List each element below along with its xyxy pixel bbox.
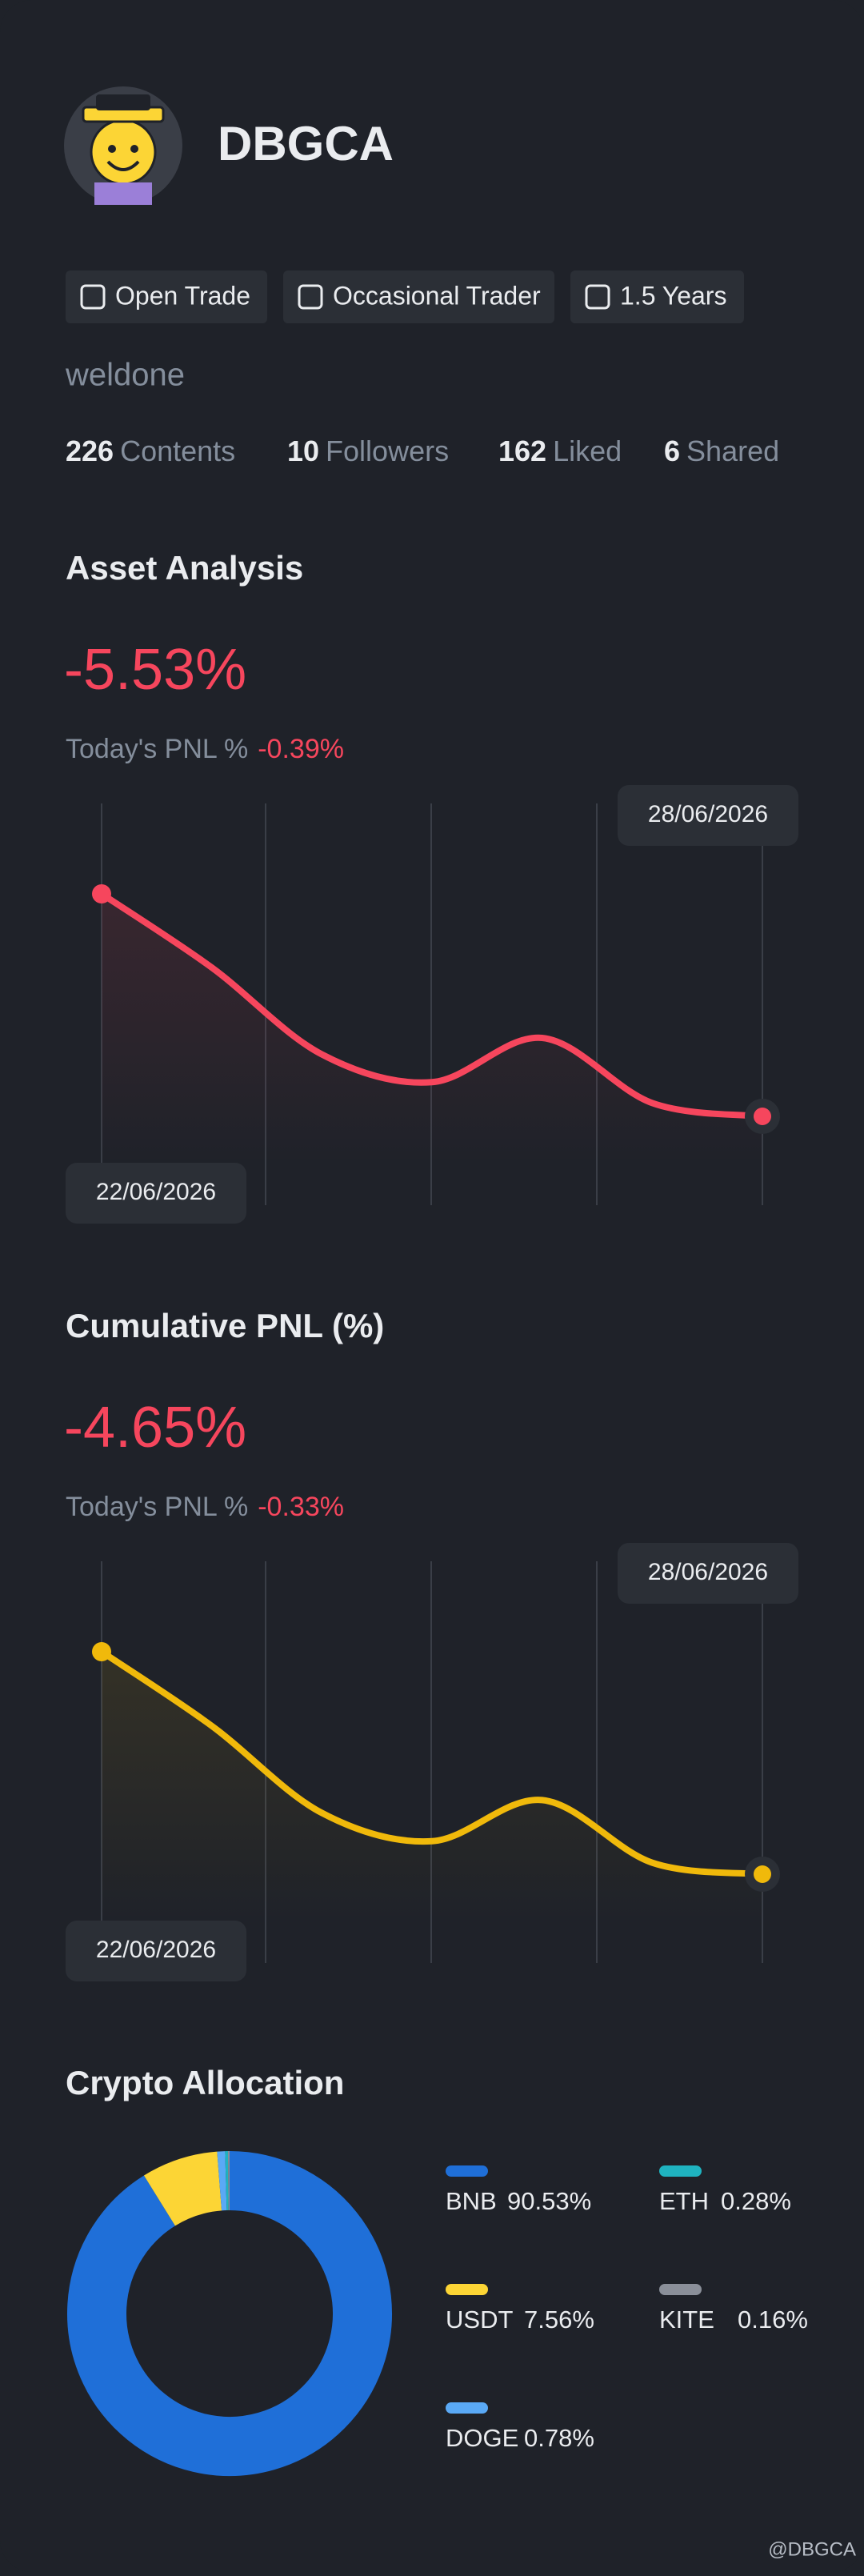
bio: weldone	[65, 358, 185, 393]
end-date: 28/06/2026	[648, 1559, 768, 1585]
stat-value: 162	[498, 435, 546, 467]
end-date: 28/06/2026	[648, 801, 768, 827]
legend-name: BNB	[446, 2187, 497, 2215]
tag-label: 1.5 Years	[620, 281, 726, 310]
tag-label: Occasional Trader	[333, 281, 541, 310]
start-date: 22/06/2026	[96, 1179, 216, 1205]
end-point	[754, 1108, 771, 1125]
stat-label: Contents	[120, 435, 235, 467]
stat-value: 10	[287, 435, 319, 467]
legend-value: 0.16%	[738, 2306, 808, 2334]
today-pnl: Today's PNL % -0.39%	[66, 734, 344, 764]
legend-value: 0.78%	[524, 2424, 594, 2452]
today-pnl: Today's PNL % -0.33%	[66, 1492, 344, 1522]
today-value: -0.39%	[258, 734, 344, 764]
end-point	[754, 1865, 771, 1883]
legend-swatch	[446, 2165, 488, 2177]
section-title: Crypto Allocation	[66, 2064, 344, 2101]
legend-swatch	[446, 2284, 488, 2295]
legend-swatch	[446, 2402, 488, 2414]
start-date: 22/06/2026	[96, 1937, 216, 1963]
avatar	[64, 86, 182, 205]
tag-label: Open Trade	[115, 281, 250, 310]
start-point	[92, 884, 111, 903]
legend-name: DOGE	[446, 2424, 518, 2452]
legend-value: 7.56%	[524, 2306, 594, 2334]
legend-swatch	[659, 2165, 702, 2177]
stat-label: Liked	[553, 435, 622, 467]
section-title: Cumulative PNL (%)	[66, 1307, 384, 1344]
today-value: -0.33%	[258, 1492, 344, 1522]
stat-label: Followers	[326, 435, 449, 467]
today-label: Today's PNL %	[66, 734, 248, 764]
legend-value: 0.28%	[721, 2187, 791, 2215]
watermark: @DBGCA	[768, 2538, 856, 2560]
headline-value: -4.65%	[64, 1396, 246, 1460]
stat-value: 226	[66, 435, 114, 467]
stat-value: 6	[664, 435, 680, 467]
legend-name: USDT	[446, 2306, 513, 2334]
legend-swatch	[659, 2284, 702, 2295]
today-label: Today's PNL %	[66, 1492, 248, 1522]
headline-value: -5.53%	[64, 638, 246, 702]
user-name: DBGCA	[218, 117, 394, 170]
legend-value: 90.53%	[507, 2187, 591, 2215]
donut-slice	[159, 2181, 219, 2200]
section-title: Asset Analysis	[66, 549, 303, 587]
stat-label: Shared	[686, 435, 779, 467]
start-point	[92, 1642, 111, 1661]
legend-name: ETH	[659, 2187, 709, 2215]
legend-name: KITE	[659, 2306, 714, 2334]
